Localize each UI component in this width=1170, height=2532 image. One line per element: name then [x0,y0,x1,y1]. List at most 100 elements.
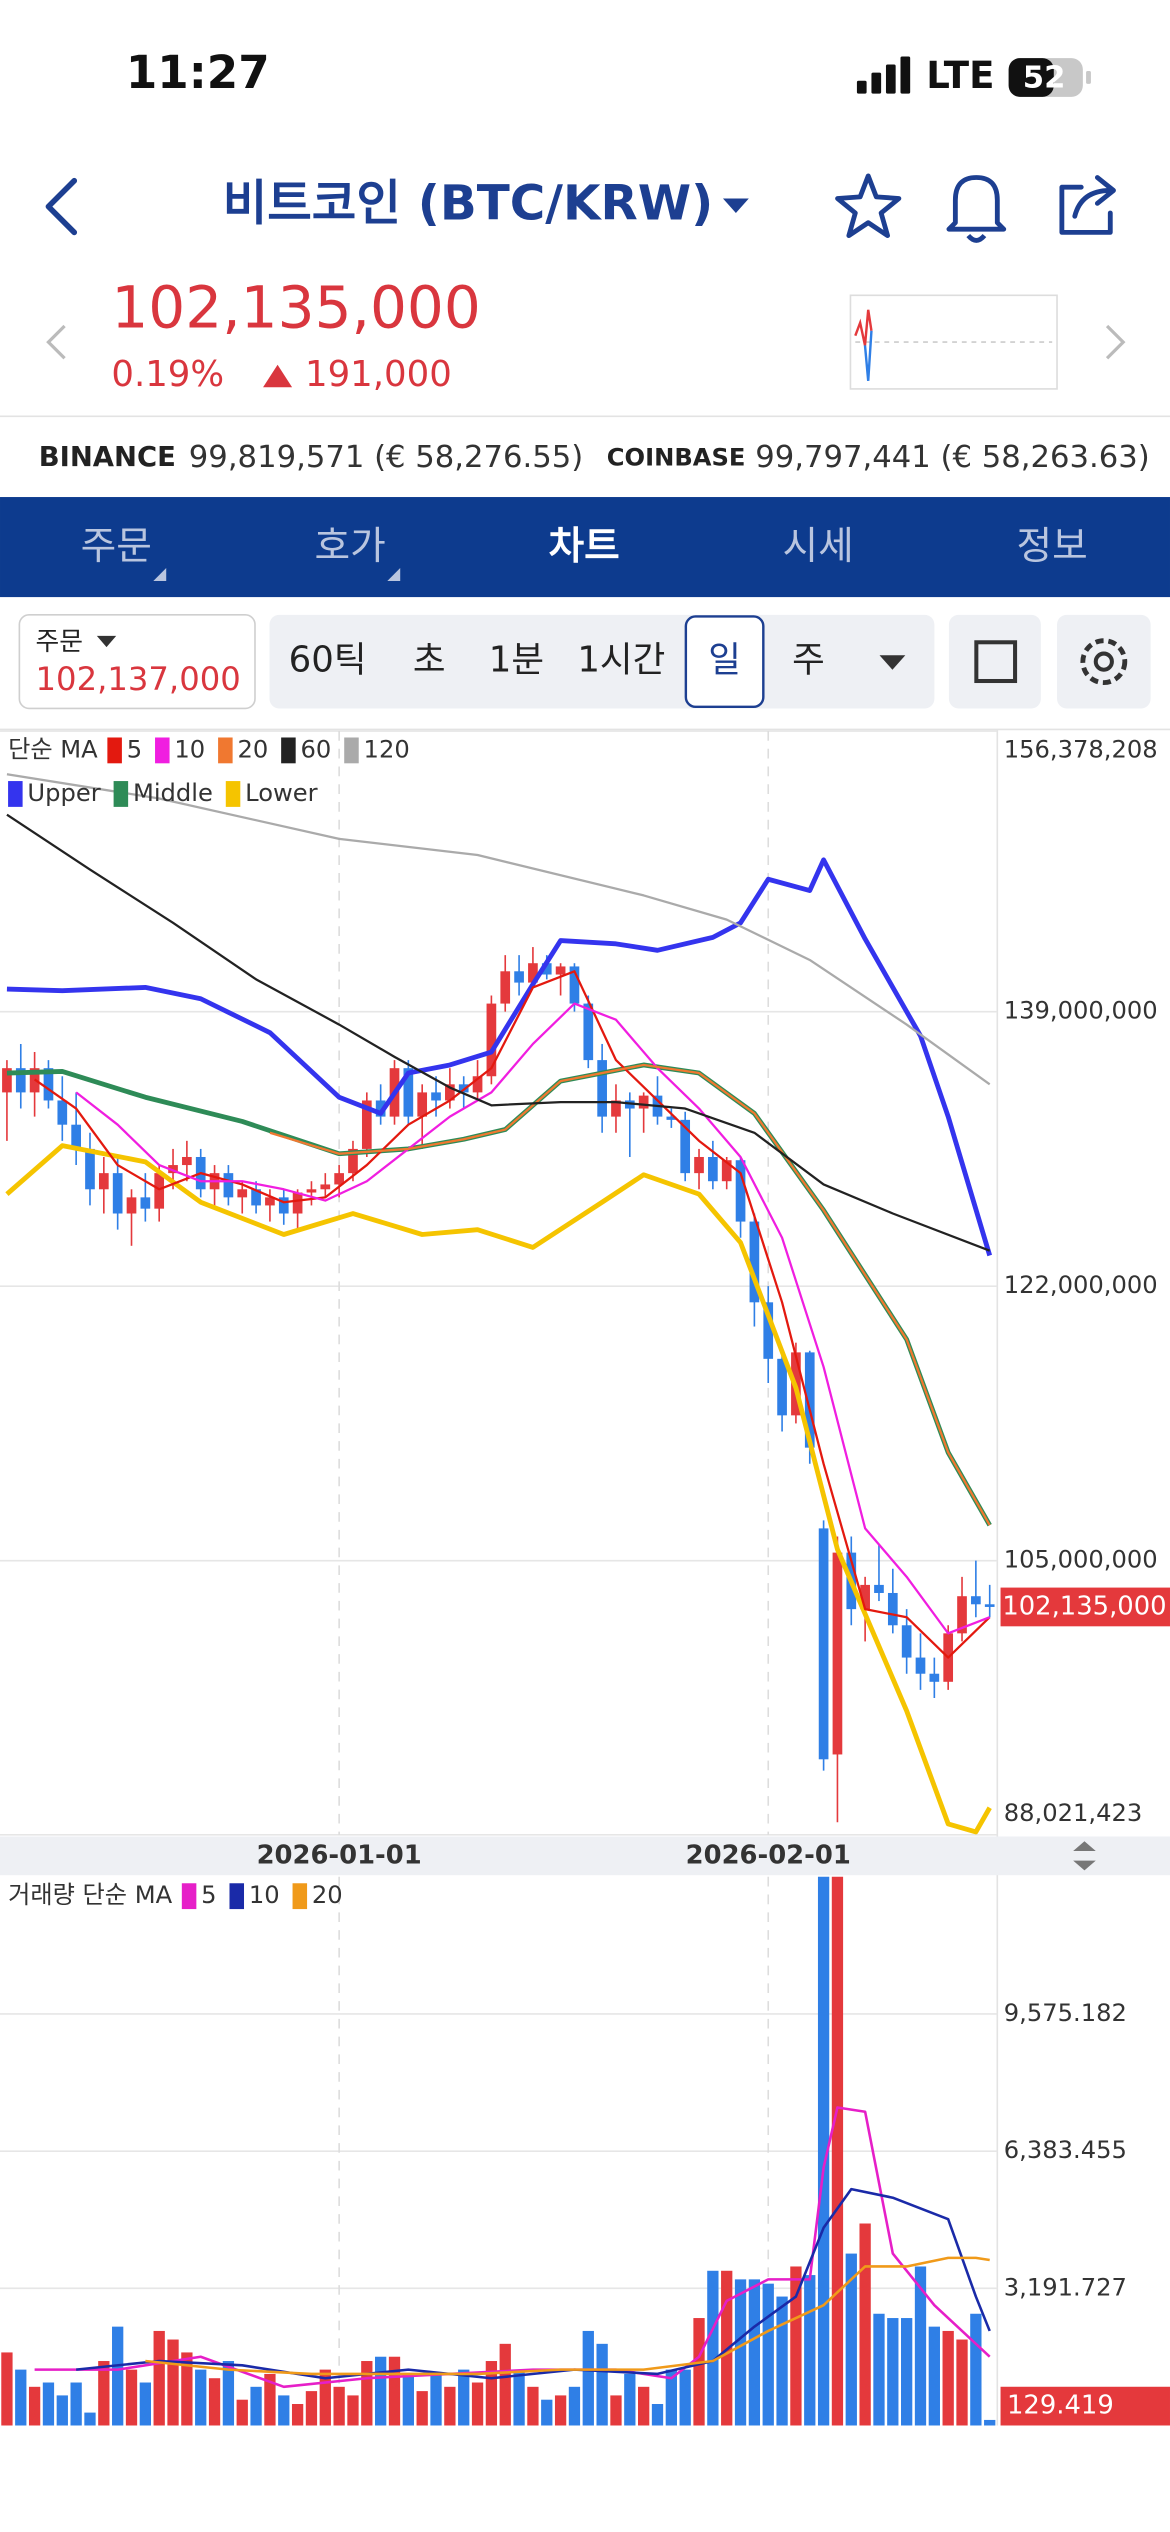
interval-option[interactable]: 1시간 [577,640,665,681]
alert-button[interactable] [946,175,1007,243]
volume-bar [748,2279,761,2426]
volume-bar [278,2395,290,2426]
candle-body [749,1221,760,1303]
exchange-name: COINBASE [607,443,746,471]
legend-title: 단순 MA [8,735,98,763]
candle-body [971,1596,981,1605]
candle-body [818,1528,829,1760]
interval-selected [684,615,765,709]
order-label[interactable]: 주문 [36,627,84,657]
volume-bar [347,2395,359,2426]
legend-label: 20 [237,735,268,763]
status-network: LTE [926,54,994,97]
current-volume-label: 129.419 [1007,2391,1114,2421]
volume-bar [651,2404,664,2426]
order-price[interactable]: 102,137,000 [36,660,241,698]
volume-bar [181,2352,193,2426]
volume-bar [319,2369,331,2426]
settings-button[interactable] [1057,614,1151,709]
candle-body [43,1068,54,1101]
order-dropdown[interactable] [96,635,117,648]
volume-bar [762,2283,774,2426]
volume-bar [485,2361,498,2426]
indicator-line [6,857,993,1257]
y-tick-label: 105,000,000 [1004,1546,1158,1574]
volume-bar [499,2343,511,2426]
interval-dropdown[interactable] [879,655,906,670]
volume-bar [596,2343,608,2426]
candle-body [486,1003,497,1077]
prev-coin[interactable] [46,324,66,360]
volume-bar [416,2391,428,2426]
volume-bar [70,2382,82,2426]
interval-option[interactable]: 주 [792,640,825,681]
y-tick-label: 122,000,000 [1004,1271,1158,1299]
indicator-line [33,970,991,1659]
candle-body [2,1068,12,1093]
y-tick-label: 139,000,000 [1004,997,1158,1025]
volume-bar [42,2382,55,2426]
interval-option[interactable]: 1분 [489,640,544,681]
interval-option[interactable]: 60틱 [289,640,367,681]
indicator-line [34,2106,991,2389]
candle-body [901,1625,912,1658]
next-coin[interactable] [1105,324,1126,360]
share-button[interactable] [1059,175,1116,235]
volume-bar [873,2313,885,2426]
legend-label: Upper [27,779,100,807]
settings-icon [1093,651,1114,672]
interval-option[interactable]: 초 [413,640,446,681]
tab[interactable]: 차트 [549,524,620,569]
volume-bar [776,2296,788,2426]
tab[interactable]: 시세 [783,524,854,569]
volume-bar [28,2386,41,2426]
interval-option[interactable]: 일 [708,640,741,681]
volume-bar [56,2395,68,2426]
legend-swatch [218,737,233,764]
legend-swatch [155,737,170,764]
tab[interactable]: 정보 [1017,524,1088,569]
legend-label: 10 [174,735,205,763]
candle-body [417,1092,428,1117]
back-button[interactable] [45,177,78,236]
candle-body [348,1148,358,1174]
y-tick-label: 9,575.182 [1004,1999,1127,2027]
candle-body [929,1673,940,1682]
volume-bar [153,2330,165,2426]
volume-bar [305,2391,318,2426]
volume-bar [610,2395,622,2426]
legend-swatch [281,737,296,764]
candle-body [721,1160,732,1182]
candle-body [168,1165,178,1174]
favorite-button[interactable] [835,173,902,239]
ticker-change-rate: 0.19% [111,354,224,395]
candle-body [694,1156,704,1174]
header-title[interactable]: 비트코인 (BTC/KRW) [223,176,714,232]
volume-bar [624,2373,636,2426]
tab-bar [0,497,1170,598]
mini-chart-line [863,330,873,381]
legend-label: 120 [364,735,410,763]
legend-label: Lower [245,779,318,807]
candle-body [957,1596,967,1634]
candle-body [763,1302,774,1359]
tab[interactable]: 호가 [315,524,386,569]
candle-body [638,1095,649,1109]
volume-bar [817,1876,830,2426]
resize-handle[interactable] [1073,1841,1096,1871]
order-box[interactable] [18,614,256,710]
candle-body [611,1100,621,1117]
candle-body [874,1584,884,1593]
candle-body [569,966,580,1004]
volume-bar [388,2356,401,2426]
tab[interactable]: 주문 [81,524,152,569]
title-dropdown[interactable] [722,198,749,214]
candle-body [528,963,538,983]
candle-body [708,1156,718,1182]
volume-bar [208,2378,221,2426]
candle-body [278,1197,289,1214]
candle-body [514,971,524,983]
drawing-button[interactable] [948,614,1041,709]
legend-label: 5 [201,1881,216,1909]
candle-body [431,1092,441,1101]
